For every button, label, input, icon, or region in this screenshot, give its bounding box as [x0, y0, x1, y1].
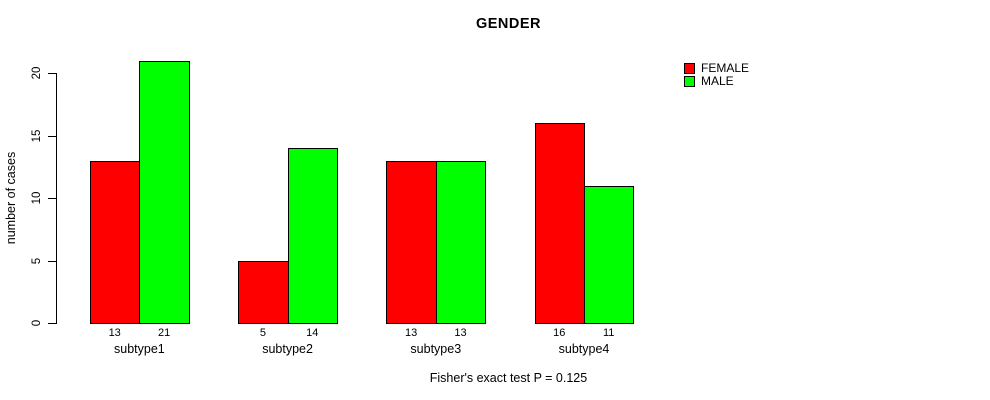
- legend-item-female: FEMALE: [684, 62, 749, 75]
- y-tick-mark: [48, 261, 57, 262]
- bar-value-label: 13: [454, 327, 467, 339]
- bar-female-subtype2: [238, 260, 289, 324]
- bar-female-subtype4: [534, 123, 585, 324]
- category-label-subtype4: subtype4: [558, 342, 610, 356]
- bar-value-label: 16: [553, 327, 566, 339]
- y-tick-label: 10: [31, 191, 43, 205]
- footnote-text: Fisher's exact test P = 0.125: [429, 371, 588, 385]
- bar-female-subtype3: [386, 160, 437, 324]
- bar-value-label: 13: [108, 327, 121, 339]
- legend-label: FEMALE: [701, 61, 750, 75]
- bar-value-label: 11: [602, 327, 615, 339]
- category-label-subtype3: subtype3: [410, 342, 462, 356]
- legend-swatch-male: [684, 76, 695, 87]
- bar-value-label: 5: [259, 327, 266, 339]
- bar-female-subtype1: [90, 160, 141, 324]
- y-tick-label: 20: [31, 66, 43, 80]
- legend-item-male: MALE: [684, 75, 749, 88]
- bar-value-label: 13: [404, 327, 418, 339]
- bar-male-subtype2: [287, 148, 338, 324]
- y-tick-label: 5: [31, 257, 43, 265]
- y-tick-mark: [48, 198, 57, 199]
- bar-male-subtype3: [435, 160, 487, 324]
- bar-value-label: 21: [157, 327, 171, 339]
- y-tick-mark: [48, 323, 57, 324]
- chart-title: GENDER: [475, 16, 542, 32]
- legend-swatch-female: [684, 63, 695, 74]
- category-label-subtype2: subtype2: [262, 342, 313, 356]
- y-tick-label: 0: [31, 319, 43, 327]
- bar-value-label: 14: [306, 327, 319, 339]
- legend-label: MALE: [701, 74, 734, 88]
- bar-male-subtype1: [139, 60, 190, 324]
- y-tick-mark: [48, 136, 57, 137]
- bar-male-subtype4: [584, 185, 635, 324]
- category-label-subtype1: subtype1: [114, 342, 165, 356]
- legend: FEMALE MALE: [684, 62, 749, 88]
- y-tick-mark: [48, 73, 57, 74]
- y-tick-label: 15: [31, 129, 43, 143]
- y-axis-label: number of cases: [4, 151, 18, 245]
